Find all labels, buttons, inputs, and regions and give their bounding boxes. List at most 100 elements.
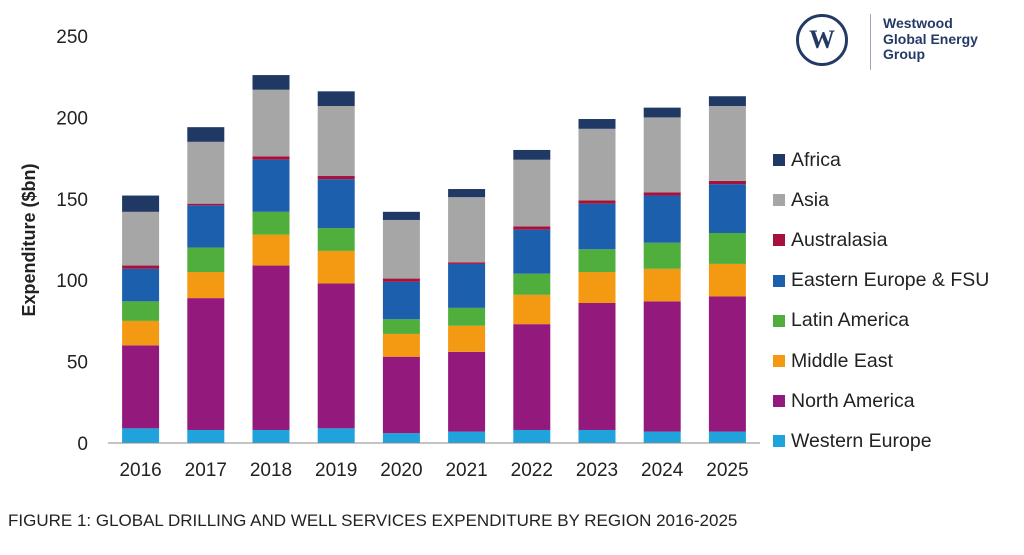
legend-swatch <box>773 194 785 207</box>
bar-segment-middle-east-2024 <box>643 268 681 302</box>
legend-item: Middle East <box>773 341 989 381</box>
x-tick-label: 2019 <box>315 460 357 481</box>
legend-swatch <box>773 355 785 368</box>
x-tick-label: 2024 <box>641 460 684 481</box>
bar-segment-middle-east-2016 <box>122 320 160 346</box>
bar-segment-latin-america-2016 <box>122 301 160 321</box>
y-axis-label: Expenditure ($bn) <box>19 163 39 316</box>
bar-segment-western-europe-2024 <box>643 431 681 443</box>
bar-segment-latin-america-2017 <box>187 247 225 273</box>
bar-segment-australasia-2025 <box>708 180 746 185</box>
bar-segment-north-america-2016 <box>122 345 160 429</box>
legend-label: North America <box>791 389 915 412</box>
bar-segment-asia-2017 <box>187 141 225 204</box>
x-tick-label: 2023 <box>576 460 618 481</box>
bar-segment-australasia-2024 <box>643 192 681 196</box>
legend-swatch <box>773 314 785 327</box>
bar-segment-australasia-2016 <box>122 265 160 269</box>
bar-segment-latin-america-2018 <box>252 211 290 235</box>
bar-segment-africa-2025 <box>708 96 746 107</box>
bar-segment-eastern-europe-fsu-2019 <box>317 179 355 229</box>
bar-segment-north-america-2023 <box>578 302 616 430</box>
bar-segment-africa-2021 <box>448 189 486 198</box>
bar-segment-asia-2025 <box>708 106 746 181</box>
bar-segment-australasia-2020 <box>382 278 420 282</box>
figure-caption: FIGURE 1: GLOBAL DRILLING AND WELL SERVI… <box>8 511 738 530</box>
bar-segment-eastern-europe-fsu-2025 <box>708 184 746 233</box>
y-tick-label: 50 <box>67 353 88 374</box>
bar-segment-asia-2024 <box>643 117 681 193</box>
bar-segment-north-america-2020 <box>382 356 420 434</box>
x-tick-label: 2021 <box>445 460 487 481</box>
y-tick-label: 0 <box>77 434 88 455</box>
bar-segment-middle-east-2018 <box>252 234 290 266</box>
bar-segment-western-europe-2016 <box>122 428 160 443</box>
legend-label: Eastern Europe & FSU <box>791 269 990 292</box>
legend-swatch <box>773 395 785 408</box>
bar-segment-eastern-europe-fsu-2018 <box>252 159 290 212</box>
bar-segment-latin-america-2023 <box>578 249 616 273</box>
logo-divider <box>870 14 871 70</box>
bar-segment-africa-2019 <box>317 91 355 107</box>
bar-segment-western-europe-2018 <box>252 429 290 443</box>
bar-segment-middle-east-2019 <box>317 250 355 284</box>
legend-label: Western Europe <box>791 429 932 452</box>
bar-segment-north-america-2018 <box>252 265 290 430</box>
legend-label: Middle East <box>791 349 893 372</box>
bar-segment-africa-2022 <box>513 149 551 160</box>
bar-segment-latin-america-2019 <box>317 228 355 251</box>
bar-segment-eastern-europe-fsu-2020 <box>382 281 420 320</box>
bar-segment-middle-east-2023 <box>578 272 616 303</box>
bar-segment-middle-east-2021 <box>448 325 486 352</box>
y-tick-label: 200 <box>56 108 88 129</box>
legend-item: Latin America <box>773 301 989 341</box>
bar-segment-asia-2018 <box>252 89 290 157</box>
logo-mark: W <box>796 14 848 66</box>
legend-swatch <box>773 154 785 167</box>
y-axis-ticks: 0 50 100 150 200 250 <box>56 27 88 455</box>
legend-item: Australasia <box>773 220 989 260</box>
bar-segment-north-america-2021 <box>448 351 486 432</box>
bar-segment-western-europe-2022 <box>513 429 551 443</box>
bar-segment-western-europe-2023 <box>578 429 616 443</box>
legend-label: Australasia <box>791 228 888 251</box>
logo-text: Westwood Global Energy Group <box>883 15 978 63</box>
y-tick-label: 250 <box>56 27 88 48</box>
bar-stacks <box>122 75 746 443</box>
bar-segment-australasia-2021 <box>448 262 486 264</box>
bar-segment-africa-2016 <box>122 195 160 212</box>
legend-item: Asia <box>773 180 989 220</box>
westwood-logo: W Westwood Global Energy Group <box>796 14 996 74</box>
legend-swatch <box>773 274 785 287</box>
bar-segment-africa-2024 <box>643 107 681 118</box>
x-tick-label: 2017 <box>185 460 227 481</box>
bar-segment-latin-america-2022 <box>513 273 551 295</box>
legend-swatch <box>773 234 785 247</box>
logo-line-3: Group <box>883 46 925 62</box>
legend-label: Latin America <box>791 309 910 332</box>
legend-item: North America <box>773 381 989 421</box>
legend-item: Western Europe <box>773 421 989 461</box>
x-tick-label: 2018 <box>250 460 292 481</box>
bar-segment-australasia-2023 <box>578 200 616 204</box>
logo-line-2: Global Energy <box>883 30 978 47</box>
bar-segment-north-america-2017 <box>187 298 225 430</box>
chart-legend: Africa Asia Australasia Eastern Europe & FS… <box>773 140 989 462</box>
bar-segment-western-europe-2020 <box>382 433 420 443</box>
bar-segment-western-europe-2019 <box>317 428 355 443</box>
bar-segment-eastern-europe-fsu-2016 <box>122 268 160 302</box>
bar-segment-latin-america-2021 <box>448 307 486 326</box>
stacked-bar-chart: 0 50 100 150 200 250 2016 2017 2018 2019 2020 2021… <box>19 27 760 481</box>
logo-line-1: Westwood <box>883 15 953 31</box>
y-tick-label: 100 <box>56 271 88 292</box>
x-tick-label: 2022 <box>511 460 553 481</box>
bar-segment-asia-2020 <box>382 219 420 279</box>
logo-w-icon: W <box>809 25 835 54</box>
bar-segment-eastern-europe-fsu-2023 <box>578 203 616 250</box>
bar-segment-latin-america-2024 <box>643 242 681 269</box>
bar-segment-north-america-2019 <box>317 283 355 429</box>
bar-segment-africa-2018 <box>252 75 290 90</box>
bar-segment-latin-america-2025 <box>708 232 746 264</box>
bar-segment-asia-2023 <box>578 128 616 201</box>
bar-segment-africa-2020 <box>382 211 420 220</box>
